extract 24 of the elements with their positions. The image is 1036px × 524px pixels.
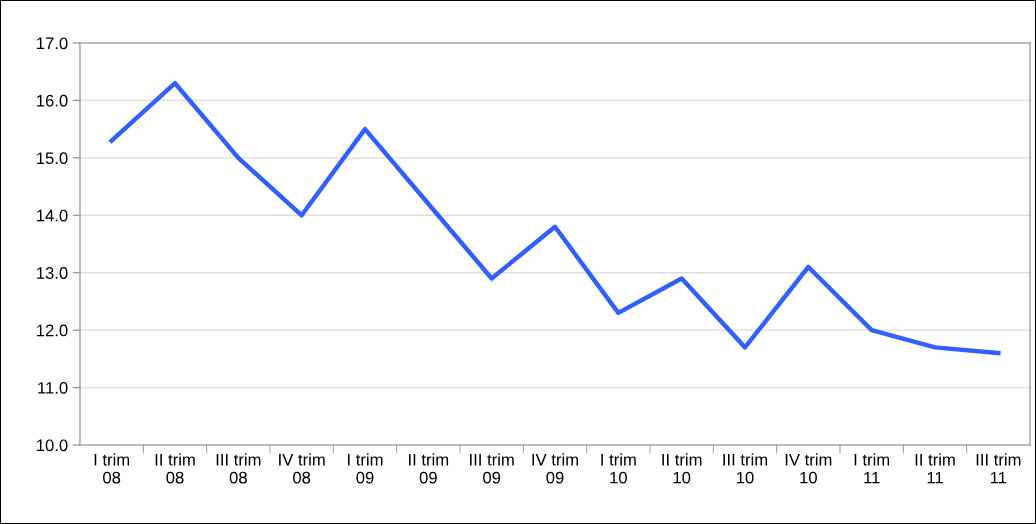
line-series [109,80,1001,356]
x-tick-label: III trim 10 [723,453,768,484]
y-tick-label: 16.0 [37,94,68,107]
x-tick-label: IV trim 10 [785,453,832,484]
y-tick-label: 14.0 [37,209,68,222]
y-tick-label: 17.0 [37,37,68,50]
y-tick-label: 13.0 [37,267,68,279]
y-tick-label: 11.0 [38,381,68,394]
y-tick-label: 15.0 [37,152,68,165]
y-tick-label: 12.0 [37,324,68,337]
x-tick-label: III trim 08 [216,453,261,484]
x-tick-label: I trim 11 [854,453,890,484]
x-tick-label: II trim 09 [409,453,449,484]
x-tick-label: II trim 11 [915,453,955,484]
x-tick-label: IV trim 09 [532,453,578,484]
x-tick-label: II trim 08 [155,453,195,484]
x-tick-label: III trim 11 [976,453,1021,484]
x-tick-label: II trim 10 [662,453,702,484]
x-tick-label: I trim 09 [348,453,383,484]
x-tick-label: III trim 09 [470,453,514,484]
x-tick-label: I trim 10 [601,453,636,484]
x-tick-label: IV trim 08 [279,453,325,484]
y-tick-label: 10.0 [37,439,68,452]
x-tick-label: I trim 08 [94,453,130,484]
